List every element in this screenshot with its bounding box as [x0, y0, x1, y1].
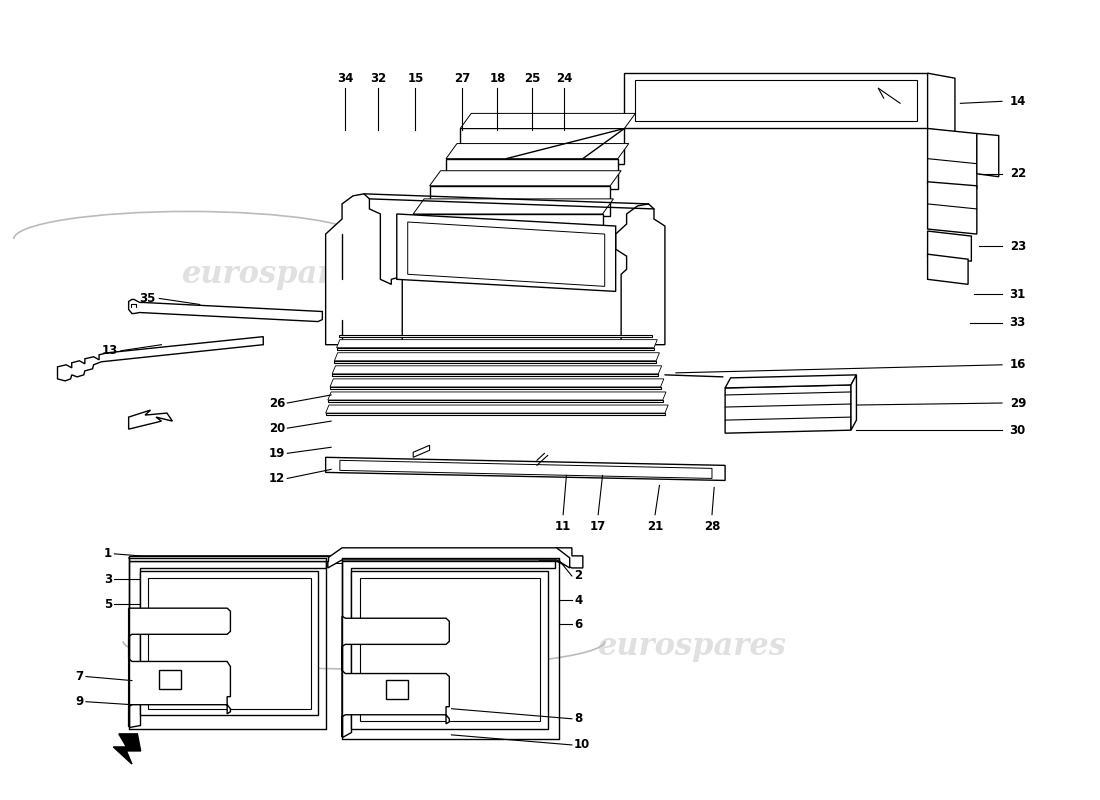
Text: 28: 28: [704, 520, 720, 533]
Polygon shape: [430, 170, 622, 186]
Text: 33: 33: [1010, 316, 1026, 329]
Polygon shape: [330, 387, 660, 389]
Text: 2: 2: [574, 570, 582, 582]
Polygon shape: [337, 340, 658, 348]
Text: 8: 8: [574, 712, 582, 726]
Polygon shape: [408, 222, 605, 286]
Text: 19: 19: [268, 446, 285, 460]
Polygon shape: [414, 199, 614, 214]
Polygon shape: [339, 334, 652, 337]
Text: 9: 9: [76, 695, 84, 708]
Polygon shape: [460, 114, 636, 129]
Polygon shape: [129, 299, 322, 322]
Polygon shape: [57, 337, 263, 381]
Polygon shape: [636, 80, 916, 122]
Polygon shape: [386, 679, 408, 698]
Text: 24: 24: [556, 72, 572, 86]
Polygon shape: [337, 348, 654, 350]
Text: 17: 17: [590, 520, 606, 533]
Text: 20: 20: [268, 422, 285, 434]
Text: eurospares: eurospares: [182, 258, 371, 290]
Polygon shape: [927, 231, 971, 262]
Polygon shape: [328, 548, 570, 568]
Polygon shape: [360, 578, 540, 721]
Polygon shape: [326, 413, 664, 415]
Polygon shape: [129, 556, 328, 561]
Polygon shape: [330, 379, 663, 387]
Text: 12: 12: [268, 472, 285, 485]
Text: 25: 25: [525, 72, 541, 86]
Polygon shape: [342, 616, 449, 737]
Polygon shape: [148, 578, 311, 709]
Text: 34: 34: [338, 72, 353, 86]
Text: 6: 6: [574, 618, 582, 630]
Text: 29: 29: [1010, 397, 1026, 410]
Polygon shape: [927, 182, 977, 234]
Polygon shape: [460, 129, 625, 164]
Text: 27: 27: [454, 72, 471, 86]
Polygon shape: [625, 73, 927, 129]
Text: 1: 1: [104, 547, 112, 560]
Polygon shape: [725, 375, 857, 388]
Polygon shape: [328, 400, 662, 402]
Polygon shape: [332, 374, 658, 376]
Polygon shape: [927, 254, 968, 284]
Polygon shape: [332, 366, 661, 374]
Text: 13: 13: [101, 344, 118, 358]
Text: 5: 5: [104, 598, 112, 610]
Polygon shape: [851, 375, 857, 430]
Text: 3: 3: [104, 573, 112, 586]
Polygon shape: [129, 410, 173, 429]
Polygon shape: [160, 670, 182, 689]
Polygon shape: [430, 186, 610, 216]
Polygon shape: [129, 548, 583, 568]
Polygon shape: [927, 73, 955, 134]
Text: 30: 30: [1010, 424, 1026, 437]
Polygon shape: [326, 405, 668, 413]
Text: 15: 15: [407, 72, 424, 86]
Polygon shape: [151, 558, 539, 563]
Polygon shape: [328, 392, 666, 400]
Polygon shape: [113, 734, 141, 764]
Polygon shape: [140, 571, 318, 714]
Text: 21: 21: [647, 520, 663, 533]
Text: 35: 35: [140, 292, 156, 305]
Polygon shape: [334, 361, 657, 362]
Polygon shape: [326, 194, 403, 345]
Polygon shape: [446, 158, 618, 189]
Text: 7: 7: [76, 670, 84, 683]
Polygon shape: [616, 204, 664, 345]
Text: 4: 4: [574, 594, 582, 606]
Polygon shape: [397, 214, 616, 291]
Text: 22: 22: [1010, 167, 1026, 180]
Text: 31: 31: [1010, 288, 1026, 301]
Polygon shape: [129, 561, 326, 727]
Polygon shape: [340, 460, 712, 478]
Polygon shape: [342, 561, 556, 737]
Polygon shape: [414, 446, 430, 458]
Polygon shape: [351, 571, 548, 729]
Polygon shape: [326, 458, 725, 481]
Polygon shape: [129, 608, 230, 727]
Text: 32: 32: [370, 72, 386, 86]
Polygon shape: [977, 134, 999, 177]
Text: 16: 16: [1010, 358, 1026, 371]
Polygon shape: [927, 129, 977, 189]
Text: 23: 23: [1010, 240, 1026, 253]
Text: eurospares: eurospares: [597, 631, 786, 662]
Polygon shape: [725, 385, 851, 433]
Text: 14: 14: [1010, 95, 1026, 108]
Text: 18: 18: [490, 72, 506, 86]
Polygon shape: [414, 214, 603, 244]
Text: 26: 26: [268, 397, 285, 410]
Text: 10: 10: [574, 738, 591, 751]
Text: 11: 11: [556, 520, 571, 533]
Polygon shape: [446, 143, 629, 158]
Polygon shape: [334, 353, 659, 361]
